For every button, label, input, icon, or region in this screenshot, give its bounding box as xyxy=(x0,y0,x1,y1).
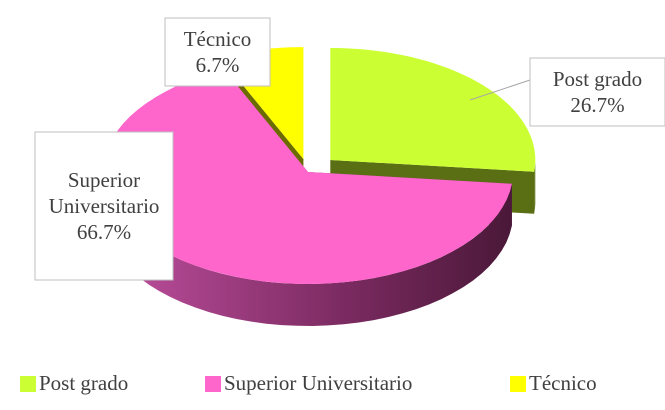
legend-label: Técnico xyxy=(529,371,597,395)
label-name: Post grado xyxy=(552,67,643,91)
label-value: 6.7% xyxy=(195,53,240,77)
slice-side xyxy=(103,172,512,326)
label-box xyxy=(529,57,665,127)
label-box xyxy=(164,17,271,87)
data-label: Post grado 26.7% xyxy=(534,62,661,122)
leader-line xyxy=(469,79,531,101)
label-box xyxy=(34,131,174,281)
slice xyxy=(103,69,512,284)
data-label: Superior Universitario 66.7% xyxy=(39,136,169,276)
legend-swatch xyxy=(510,376,526,392)
label-name: Técnico xyxy=(183,27,252,51)
legend-swatch xyxy=(205,376,221,392)
data-label: Técnico 6.7% xyxy=(169,22,266,82)
legend-swatch xyxy=(20,376,36,392)
label-value: 26.7% xyxy=(570,93,625,117)
label-value: 66.7% xyxy=(76,220,132,244)
legend: Post grado Superior Universitario Técnico xyxy=(20,371,597,395)
legend-label: Post grado xyxy=(39,371,128,395)
slice-side xyxy=(534,160,536,214)
legend-label: Superior Universitario xyxy=(224,371,412,395)
slice xyxy=(330,48,536,172)
pie xyxy=(103,47,536,326)
label-name: Superior Universitario xyxy=(48,168,160,218)
